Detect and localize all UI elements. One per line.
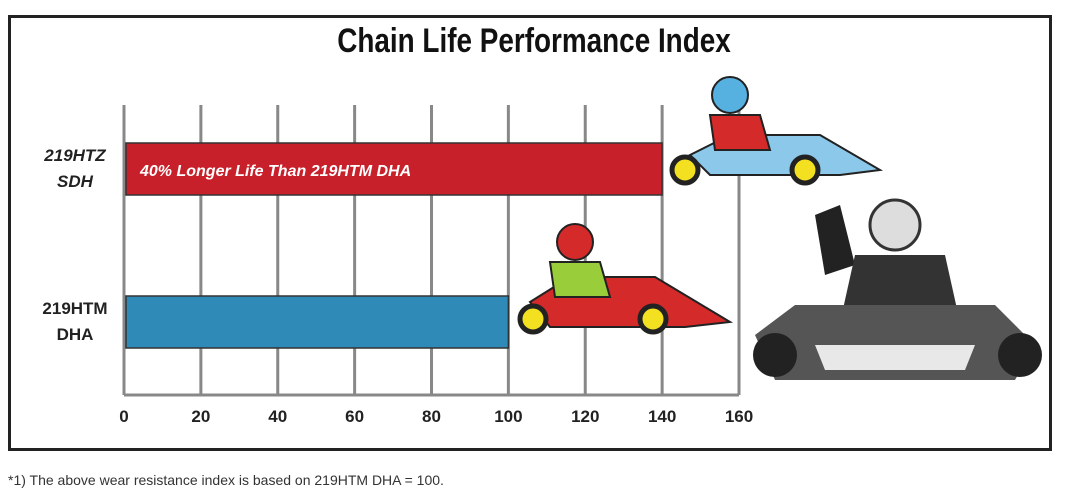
x-tick-label: 120: [571, 407, 599, 426]
blue-kart-illustration: [669, 76, 884, 186]
x-tick-label: 20: [191, 407, 210, 426]
x-tick-label: 160: [725, 407, 753, 426]
x-tick-label: 80: [422, 407, 441, 426]
bar-0: [125, 142, 663, 196]
bar-annotation: 40% Longer Life Than 219HTM DHA: [139, 163, 411, 180]
chart-frame: [8, 15, 1052, 451]
bar-1: [125, 295, 510, 349]
footnote: *1) The above wear resistance index is b…: [8, 472, 444, 488]
x-tick-label: 40: [268, 407, 287, 426]
red-kart-illustration: [517, 223, 734, 335]
racer-photo-illustration: [753, 198, 1042, 380]
category-label: 219HTM: [42, 299, 107, 318]
category-label: DHA: [57, 325, 94, 344]
x-tick-label: 60: [345, 407, 364, 426]
category-label: SDH: [57, 172, 94, 191]
category-label: 219HTZ: [43, 146, 106, 165]
x-tick-label: 140: [648, 407, 676, 426]
x-tick-label: 0: [119, 407, 128, 426]
chart-title: Chain Life Performance Index: [337, 22, 731, 60]
x-tick-label: 100: [494, 407, 522, 426]
